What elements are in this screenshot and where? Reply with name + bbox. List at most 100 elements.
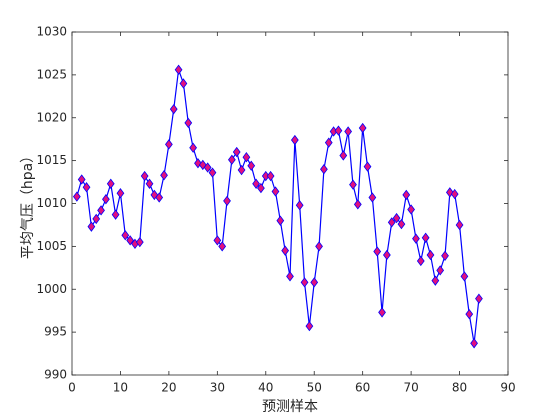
data-marker [160, 170, 168, 181]
data-marker [281, 245, 290, 256]
y-tick-label: 1000 [36, 282, 67, 296]
data-marker [223, 195, 231, 207]
data-marker [426, 249, 435, 261]
data-marker [121, 230, 130, 241]
y-tick-label: 1010 [36, 196, 67, 210]
data-marker [111, 209, 120, 220]
x-tick-label: 30 [210, 381, 225, 395]
data-marker [363, 161, 372, 172]
data-marker [402, 189, 411, 201]
x-axis-label: 预测样本 [262, 399, 318, 415]
data-marker [257, 182, 265, 194]
data-marker [324, 137, 333, 148]
y-tick-label: 1025 [36, 67, 67, 81]
x-tick-label: 40 [258, 381, 273, 395]
x-tick-label: 50 [307, 381, 322, 395]
data-marker [465, 308, 474, 320]
data-marker [155, 192, 164, 203]
data-marker [315, 241, 323, 252]
data-marker [126, 235, 135, 246]
data-marker [82, 182, 91, 193]
x-tick-label: 60 [355, 381, 370, 395]
data-marker [358, 122, 367, 134]
data-marker [416, 255, 425, 267]
data-marker [436, 265, 445, 276]
data-marker [189, 142, 197, 153]
data-marker [470, 338, 478, 349]
x-tick-label: 90 [500, 381, 515, 395]
data-marker [455, 219, 464, 231]
data-marker [412, 233, 420, 244]
data-marker [102, 194, 110, 205]
data-marker [421, 232, 430, 243]
data-marker [286, 271, 294, 282]
y-tick-label: 995 [44, 325, 67, 339]
data-marker [353, 199, 362, 210]
data-marker [368, 192, 377, 203]
data-marker [407, 204, 415, 215]
data-marker [87, 221, 96, 232]
data-marker [116, 188, 125, 199]
data-marker [305, 320, 314, 332]
y-tick-label: 1005 [36, 239, 67, 253]
data-marker [276, 215, 285, 226]
data-marker [392, 212, 401, 224]
data-marker [300, 277, 309, 288]
data-marker [174, 64, 183, 75]
data-marker [334, 125, 343, 136]
data-marker [441, 250, 449, 261]
data-marker [232, 146, 241, 158]
data-marker [213, 235, 222, 246]
y-tick-label: 1020 [36, 110, 67, 124]
data-marker [72, 191, 81, 202]
data-marker [184, 117, 193, 129]
data-marker [218, 241, 227, 252]
data-marker [247, 160, 256, 171]
data-marker [373, 246, 382, 257]
data-marker [203, 162, 212, 173]
x-tick-label: 0 [68, 381, 76, 395]
data-marker [145, 178, 154, 189]
data-marker [349, 179, 357, 190]
data-marker [92, 213, 101, 225]
data-marker [383, 249, 391, 261]
data-marker [266, 170, 275, 182]
x-tick-label: 80 [452, 381, 467, 395]
data-marker [252, 178, 260, 189]
data-marker [97, 205, 105, 216]
data-marker [179, 78, 188, 89]
data-marker [475, 293, 483, 304]
data-marker [169, 104, 178, 115]
data-marker [237, 164, 246, 176]
data-marker [165, 139, 173, 150]
data-marker [106, 178, 115, 189]
data-marker [310, 277, 319, 288]
data-marker [140, 170, 149, 182]
data-marker [77, 174, 86, 185]
data-marker [208, 167, 217, 178]
data-marker [431, 275, 440, 286]
y-tick-label: 1015 [36, 153, 67, 167]
x-tick-label: 70 [403, 381, 418, 395]
y-tick-label: 990 [44, 368, 67, 382]
x-tick-label: 20 [161, 381, 176, 395]
data-marker [387, 217, 396, 228]
y-axis-label: 平均气压（hpa） [20, 149, 36, 259]
data-marker [450, 188, 459, 200]
data-marker [135, 236, 144, 248]
data-marker [344, 126, 353, 137]
x-tick-label: 10 [113, 381, 128, 395]
data-marker [295, 200, 304, 211]
data-marker [378, 307, 386, 318]
data-marker [290, 134, 299, 146]
data-marker [242, 152, 251, 163]
data-marker [339, 150, 348, 161]
y-tick-label: 1030 [36, 25, 67, 39]
data-marker [460, 271, 469, 282]
data-marker [227, 154, 236, 165]
data-marker [320, 164, 328, 175]
data-marker [271, 186, 280, 197]
data-marker [397, 218, 406, 230]
